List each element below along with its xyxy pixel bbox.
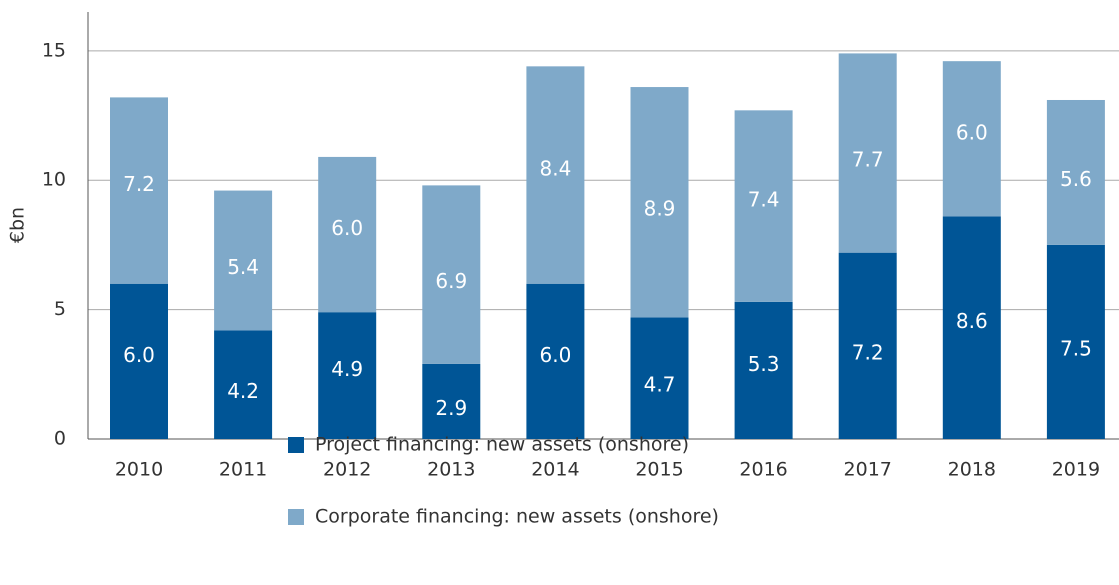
data-label: 8.6	[956, 309, 988, 333]
bar-segment	[214, 330, 273, 439]
bar-segment	[838, 252, 897, 439]
y-tick-label: 5	[54, 298, 66, 320]
legend-swatch	[288, 437, 304, 453]
bar-segment	[630, 87, 689, 318]
bar-segment	[942, 216, 1001, 439]
data-label: 6.9	[435, 269, 467, 293]
bar-segment	[1046, 99, 1105, 245]
x-tick-label: 2019	[1052, 459, 1100, 481]
data-label: 7.7	[852, 148, 884, 172]
bar-segment	[422, 185, 481, 364]
x-tick-label: 2010	[115, 459, 163, 481]
data-label: 8.4	[539, 157, 571, 181]
data-label: 6.0	[956, 120, 988, 144]
x-tick-label: 2014	[531, 459, 579, 481]
legend-label: Corporate financing: new assets (onshore…	[315, 506, 719, 528]
y-tick-label: 0	[54, 428, 66, 450]
data-label: 5.4	[227, 255, 259, 279]
data-label: 6.0	[539, 343, 571, 367]
bar-segment	[526, 283, 585, 439]
bar-segment	[422, 363, 481, 439]
x-tick-label: 2017	[844, 459, 892, 481]
x-tick-label: 2012	[323, 459, 371, 481]
y-tick-label: 15	[42, 39, 66, 61]
data-label: 7.5	[1060, 336, 1092, 360]
legend-swatch	[288, 509, 304, 525]
data-label: 4.9	[331, 357, 363, 381]
bar-segment	[630, 317, 689, 439]
bar-segment	[214, 190, 273, 331]
data-label: 5.6	[1060, 167, 1092, 191]
data-label: 8.9	[644, 197, 676, 221]
bar-segment	[110, 97, 168, 284]
bar-segment	[318, 156, 377, 313]
data-label: 4.2	[227, 379, 259, 403]
data-label: 6.0	[123, 343, 155, 367]
x-tick-label: 2011	[219, 459, 267, 481]
data-label: 2.9	[435, 396, 467, 420]
bar-segment	[734, 301, 793, 439]
data-label: 7.4	[748, 188, 780, 212]
data-label: 5.3	[748, 352, 780, 376]
bar-segment	[734, 110, 793, 302]
x-tick-label: 2018	[948, 459, 996, 481]
bar-segment	[526, 66, 585, 284]
data-label: 6.0	[331, 216, 363, 240]
bar-segment	[942, 61, 1001, 217]
x-tick-label: 2016	[739, 459, 787, 481]
data-label: 7.2	[123, 172, 155, 196]
bar-segment	[318, 312, 377, 439]
y-tick-label: 10	[42, 169, 66, 191]
x-tick-label: 2015	[635, 459, 683, 481]
data-label: 4.7	[644, 373, 676, 397]
y-axis-label: €bn	[7, 207, 29, 243]
bar-segment	[838, 53, 897, 253]
x-tick-label: 2013	[427, 459, 475, 481]
bar-segment	[110, 283, 168, 439]
legend-label: Project financing: new assets (onshore)	[315, 434, 689, 456]
bar-segment	[1046, 244, 1105, 439]
data-label: 7.2	[852, 340, 884, 364]
